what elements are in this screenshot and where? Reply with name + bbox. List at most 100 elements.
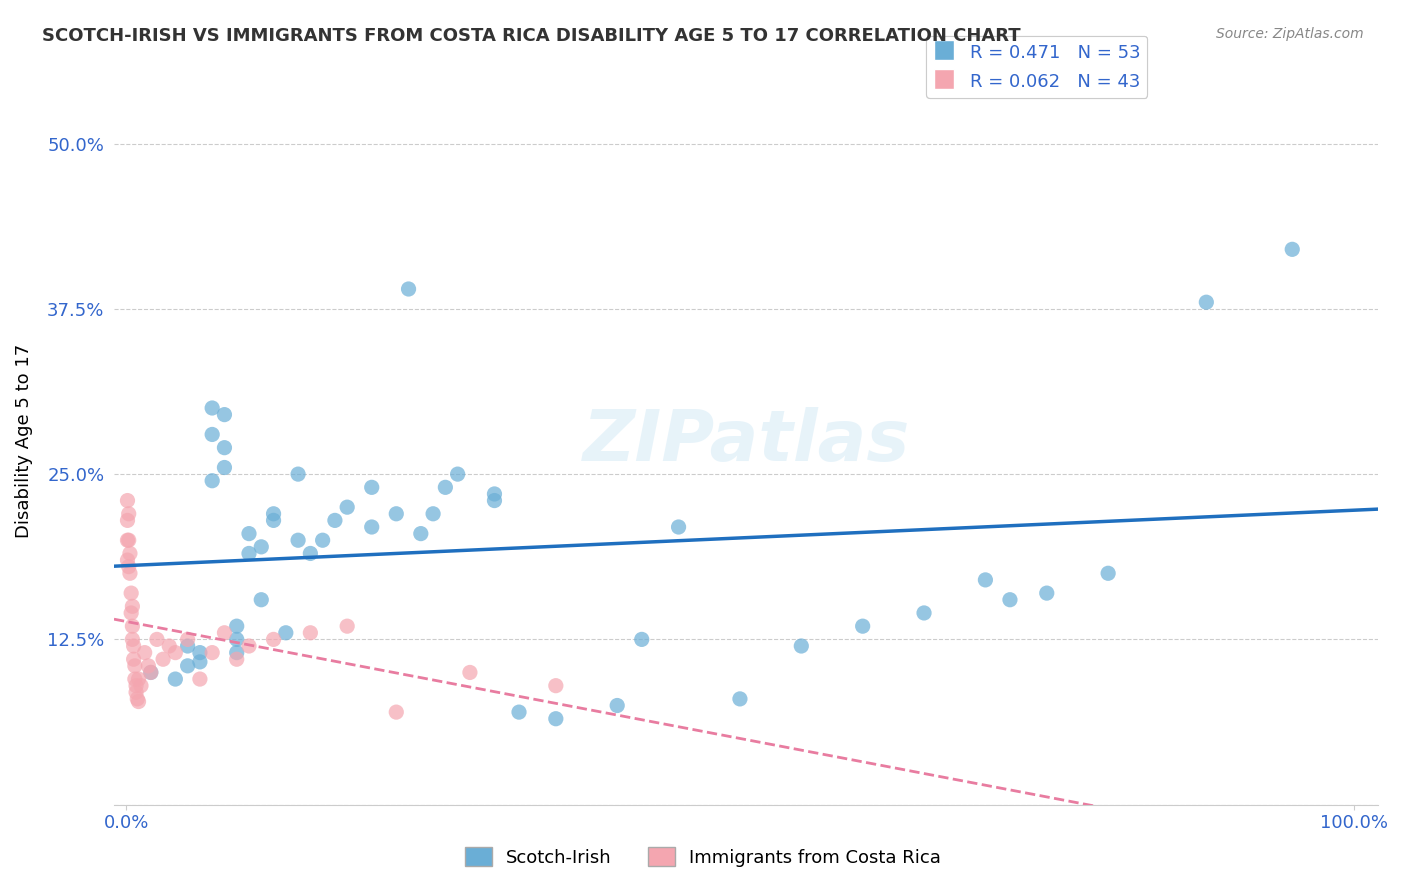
Point <box>138 658 160 673</box>
Point <box>125 685 148 699</box>
Point <box>484 487 506 501</box>
Point <box>117 553 139 567</box>
Point <box>120 606 142 620</box>
Point <box>118 507 141 521</box>
Point <box>238 546 260 560</box>
Point <box>974 573 997 587</box>
Point <box>336 500 359 515</box>
Point <box>118 559 141 574</box>
Point <box>250 592 273 607</box>
Point <box>668 520 690 534</box>
Point <box>157 639 180 653</box>
Point <box>121 619 143 633</box>
Point <box>225 632 247 647</box>
Point <box>118 566 141 581</box>
Point <box>188 646 211 660</box>
Point <box>121 632 143 647</box>
Point <box>790 639 813 653</box>
Point <box>201 401 224 415</box>
Point <box>165 672 187 686</box>
Point <box>311 533 333 548</box>
Point <box>118 533 141 548</box>
Point <box>263 632 285 647</box>
Point <box>139 665 162 680</box>
Point <box>188 655 211 669</box>
Point <box>484 493 506 508</box>
Point <box>263 507 285 521</box>
Point <box>508 705 530 719</box>
Point <box>299 546 322 560</box>
Point <box>336 619 359 633</box>
Point <box>121 599 143 614</box>
Point <box>165 646 187 660</box>
Point <box>446 467 468 482</box>
Text: ZIPatlas: ZIPatlas <box>582 407 910 475</box>
Point <box>385 705 408 719</box>
Point <box>201 646 224 660</box>
Point <box>287 467 309 482</box>
Point <box>323 513 346 527</box>
Point <box>134 646 156 660</box>
Point <box>434 480 457 494</box>
Point <box>188 672 211 686</box>
Point <box>176 632 198 647</box>
Point <box>606 698 628 713</box>
Point <box>225 619 247 633</box>
Point <box>238 526 260 541</box>
Point <box>274 625 297 640</box>
Point <box>214 441 236 455</box>
Point <box>225 646 247 660</box>
Point <box>225 652 247 666</box>
Y-axis label: Disability Age 5 to 17: Disability Age 5 to 17 <box>15 344 32 538</box>
Point <box>117 513 139 527</box>
Point <box>118 546 141 560</box>
Point <box>544 712 567 726</box>
Point <box>360 520 382 534</box>
Point <box>409 526 432 541</box>
Point <box>146 632 169 647</box>
Point <box>912 606 935 620</box>
Text: Source: ZipAtlas.com: Source: ZipAtlas.com <box>1216 27 1364 41</box>
Point <box>117 493 139 508</box>
Point <box>129 679 152 693</box>
Point <box>124 672 146 686</box>
Point <box>120 586 142 600</box>
Point <box>852 619 875 633</box>
Point <box>287 533 309 548</box>
Point <box>122 652 145 666</box>
Point <box>214 625 236 640</box>
Point <box>139 665 162 680</box>
Point <box>176 639 198 653</box>
Point <box>250 540 273 554</box>
Point <box>360 480 382 494</box>
Legend: R = 0.471   N = 53, R = 0.062   N = 43: R = 0.471 N = 53, R = 0.062 N = 43 <box>927 36 1147 98</box>
Point <box>152 652 174 666</box>
Point <box>124 658 146 673</box>
Point <box>728 692 751 706</box>
Point <box>176 658 198 673</box>
Point <box>214 408 236 422</box>
Point <box>1036 586 1059 600</box>
Point <box>1195 295 1218 310</box>
Point <box>125 679 148 693</box>
Point <box>398 282 420 296</box>
Point <box>201 474 224 488</box>
Point <box>998 592 1021 607</box>
Point <box>127 692 149 706</box>
Point <box>422 507 444 521</box>
Text: SCOTCH-IRISH VS IMMIGRANTS FROM COSTA RICA DISABILITY AGE 5 TO 17 CORRELATION CH: SCOTCH-IRISH VS IMMIGRANTS FROM COSTA RI… <box>42 27 1021 45</box>
Point <box>1097 566 1119 581</box>
Point <box>263 513 285 527</box>
Point <box>128 672 150 686</box>
Point <box>1281 243 1303 257</box>
Point <box>214 460 236 475</box>
Point <box>117 533 139 548</box>
Point <box>128 694 150 708</box>
Point <box>458 665 481 680</box>
Point <box>630 632 652 647</box>
Point <box>238 639 260 653</box>
Point <box>385 507 408 521</box>
Point <box>122 639 145 653</box>
Point <box>299 625 322 640</box>
Point <box>201 427 224 442</box>
